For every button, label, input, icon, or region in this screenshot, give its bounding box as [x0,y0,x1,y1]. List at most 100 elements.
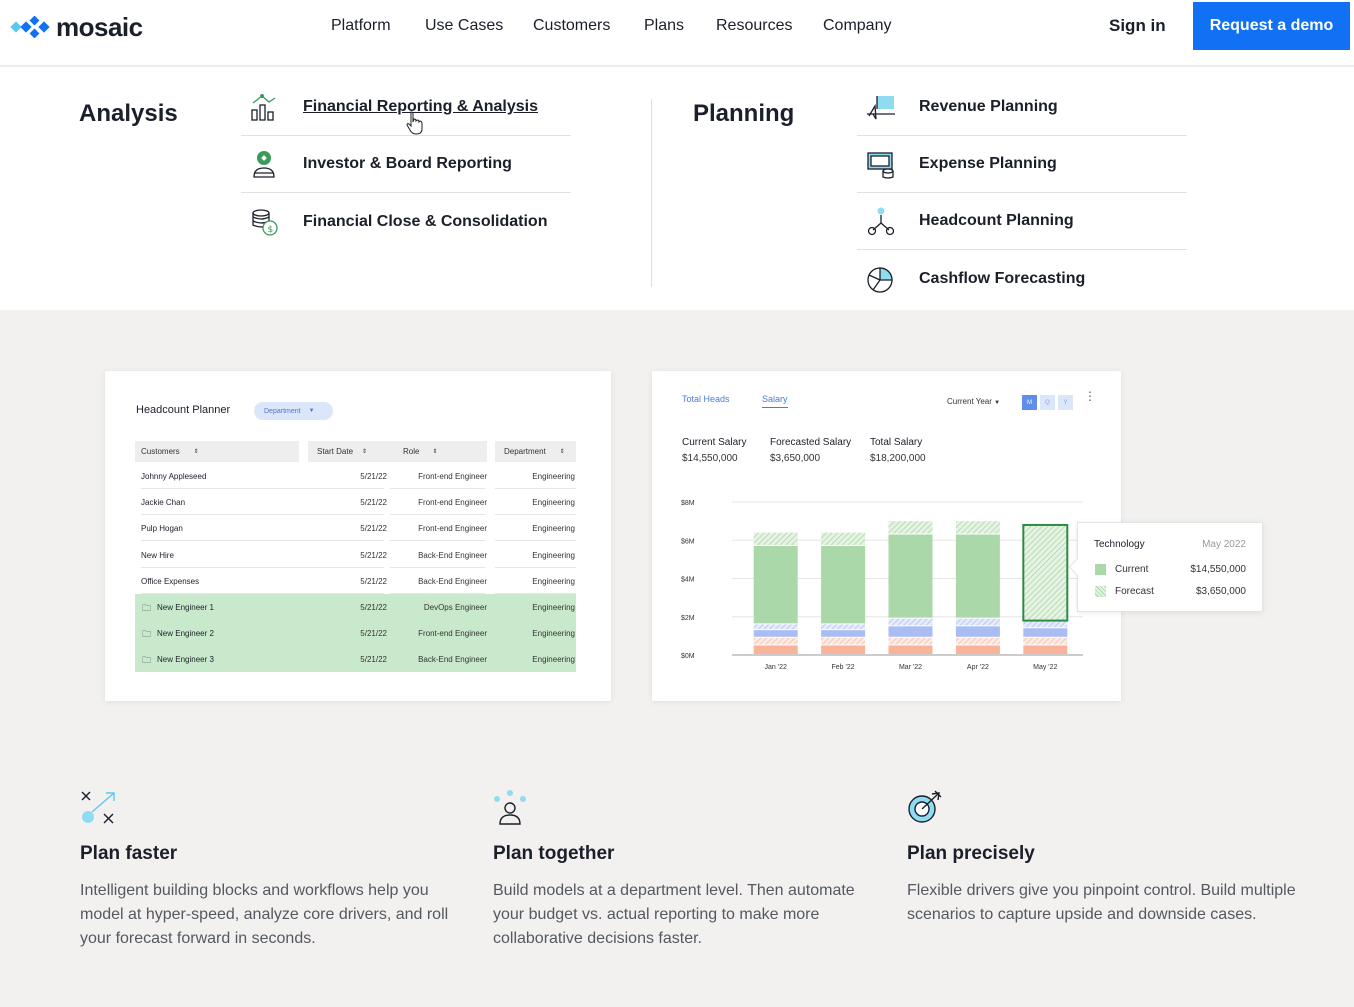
cell-department: Engineering [532,576,575,586]
table-row[interactable]: 🗀 New Engineer 3 5/21/22 Back-End Engineer E… [135,646,576,673]
cell-start-date: 5/21/22 [360,629,387,639]
table-row[interactable]: Office Expenses 5/21/22 Back-End Engineer E… [135,568,576,594]
granularity-year[interactable]: Y [1058,395,1073,410]
cell-name: Pulp Hogan [141,524,183,534]
menu-item-expense-planning[interactable]: Expense Planning [857,136,1187,193]
plan-precisely-icon [907,790,945,831]
col-header-department[interactable]: Department ⇕ [495,441,576,462]
feature-title-plan-faster: Plan faster [80,843,178,864]
cell-start-date: 5/21/22 [360,576,387,586]
mega-menu: Analysis Financial Reporting & Analysis … [0,67,1354,310]
bar-segment [888,645,933,654]
col-header-customers[interactable]: Customers ⇕ [135,441,299,462]
nav-customers[interactable]: Customers [533,17,611,34]
granularity-month[interactable]: M [1022,395,1037,410]
feature-title-plan-precisely: Plan precisely [907,843,1035,864]
y-tick-label: $6M [681,538,695,545]
chevron-down-icon: ▼ [994,400,1001,406]
bar-segment [955,637,1000,645]
bar-segment [955,534,1000,618]
row-divider [390,566,485,568]
menu-item-revenue-planning[interactable]: Revenue Planning [857,79,1187,136]
row-divider [495,592,576,594]
stat-total-value: $18,200,000 [870,453,926,464]
table-row[interactable]: Pulp Hogan 5/21/22 Front-end Engineer Engin… [135,515,576,542]
table-row[interactable]: 🗀 New Engineer 1 5/21/22 DevOps Engineer Eng… [135,594,576,620]
bar-segment [1023,637,1068,645]
nav-use-cases[interactable]: Use Cases [425,17,504,34]
menu-item-financial-reporting[interactable]: Financial Reporting & Analysis [241,79,571,136]
col-header-start-date[interactable]: Start Date ⇕ [308,441,388,462]
headcount-planner-card: Headcount Planner Department ▼ Customers… [105,371,611,701]
bar-segment [753,645,798,654]
cell-name: Johnny Appleseed [141,472,207,481]
y-tick-label: $2M [681,615,695,622]
col-label: Customers [141,447,180,456]
period-select[interactable]: Current Year ▼ [947,397,1000,406]
top-navigation-bar: mosaic Platform Use Cases Customers Plan… [0,0,1354,66]
bar-chart-icon [241,87,287,127]
granularity-quarter[interactable]: Q [1040,395,1055,410]
mosaic-logo[interactable]: mosaic [10,12,143,42]
row-divider [495,566,576,568]
row-divider [141,540,337,542]
feature-title-plan-together: Plan together [493,843,615,864]
revenue-icon [857,87,903,127]
tooltip-forecast-value: $3,650,000 [1195,586,1246,597]
highlight-outline [1022,523,1069,622]
department-filter-chip[interactable]: Department ▼ [254,402,333,420]
menu-item-investor-reporting[interactable]: Investor & Board Reporting [241,136,571,193]
cell-department: Engineering [532,472,575,481]
cell-start-date: 5/21/22 [360,603,387,612]
row-divider [495,514,576,516]
planner-title: Headcount Planner [136,404,231,416]
sign-in-link[interactable]: Sign in [1109,16,1166,35]
cell-start-date: 5/21/22 [360,498,387,508]
table-row[interactable]: Jackie Chan 5/21/22 Front-end Engineer Engi… [135,489,576,516]
briefcase-icon: 🗀 [142,603,152,613]
nav-platform[interactable]: Platform [331,17,391,34]
menu-item-label: Headcount Planning [919,212,1074,229]
request-demo-button[interactable]: Request a demo [1193,2,1350,50]
col-header-role[interactable]: Role ⇕ [388,441,487,462]
nav-resources[interactable]: Resources [716,17,793,34]
x-tick-label: May '22 [1033,664,1057,671]
feature-body-plan-precisely: Flexible drivers give you pinpoint contr… [907,882,1296,923]
menu-item-financial-close[interactable]: $ Financial Close & Consolidation [241,193,571,250]
bar-segment [821,532,866,545]
bar-segment [955,521,1000,534]
tab-salary[interactable]: Salary [762,394,788,408]
menu-item-headcount-planning[interactable]: Headcount Planning [857,193,1187,250]
row-divider [308,540,384,542]
table-row[interactable]: 🗀 New Engineer 2 5/21/22 Front-end Engineer… [135,620,576,647]
salary-bar-chart: $0M $2M $4M $6M $8M Jan '22 Feb '22 Mar '22 Apr… [681,500,1083,671]
row-divider [308,514,384,516]
cell-role: Front-end Engineer [418,524,487,534]
cell-start-date: 5/21/22 [360,655,387,665]
nav-company[interactable]: Company [823,17,892,34]
menu-divider [651,99,652,287]
tab-total-heads[interactable]: Total Heads [682,394,730,404]
nav-plans[interactable]: Plans [644,17,685,34]
bar-segment [1023,645,1068,654]
bar-segment [888,637,933,645]
sort-icon: ⇕ [432,449,438,455]
bar-segment [753,532,798,545]
cell-role: Front-end Engineer [418,472,487,481]
menu-item-label: Financial Reporting & Analysis [303,98,539,115]
row-divider [390,592,485,594]
cell-department: Engineering [532,603,575,612]
more-options-icon[interactable]: ⋮ [1084,389,1096,403]
bar-segment [821,624,866,630]
cell-start-date: 5/21/22 [360,524,387,534]
col-label: Role [403,447,420,456]
row-divider [308,566,384,568]
investor-icon [241,144,287,184]
row-divider [141,514,337,516]
table-row[interactable]: Johnny Appleseed 5/21/22 Front-end Enginee… [135,463,576,489]
row-divider [495,488,576,489]
bar-segment [955,645,1000,654]
menu-item-cashflow-forecasting[interactable]: Cashflow Forecasting [857,250,1187,307]
table-row[interactable]: New Hire 5/21/22 Back-End Engineer Engineer… [135,542,576,568]
bar-segment [821,545,866,624]
